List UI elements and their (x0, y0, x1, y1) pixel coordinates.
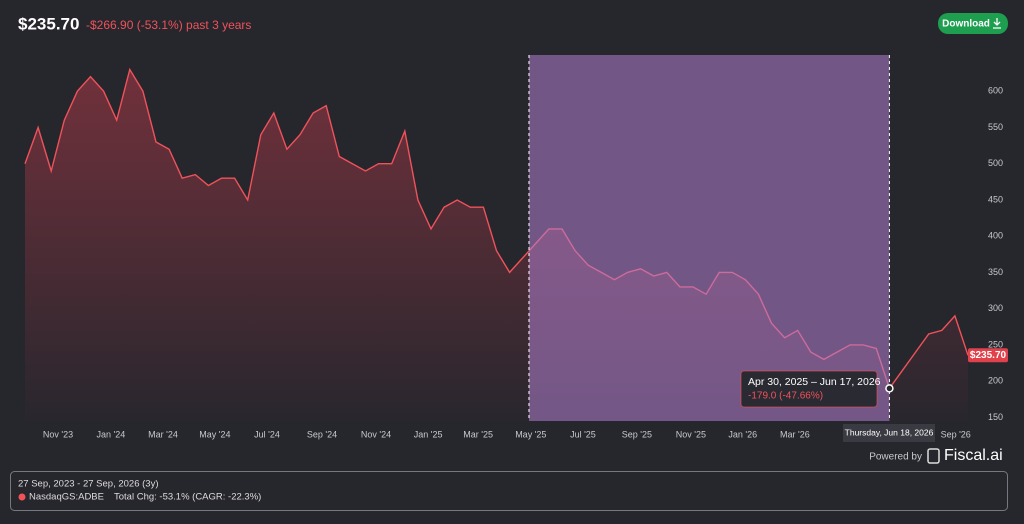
logo-icon (927, 448, 940, 464)
selection-band (528, 55, 890, 421)
x-tick-label: Mar '25 (463, 429, 493, 439)
y-tick-label: 450 (988, 194, 1003, 204)
y-tick-label: 300 (988, 303, 1003, 313)
y-tick-label: 600 (988, 86, 1003, 96)
tooltip-range: Apr 30, 2025 – Jun 17, 2026 (748, 376, 881, 388)
x-tick-label: Nov '24 (361, 429, 391, 439)
x-tick-label: Jan '26 (728, 429, 757, 439)
x-tick-label: Nov '25 (676, 429, 706, 439)
footer-box (10, 471, 1008, 511)
legend-dot (18, 493, 26, 501)
y-tick-label: 500 (988, 158, 1003, 168)
y-tick-label: 400 (988, 231, 1003, 241)
x-tick-label: Sep '26 (941, 429, 971, 439)
y-tick-label: 550 (988, 122, 1003, 132)
hover-point (885, 384, 894, 393)
x-tick-label: Jan '25 (414, 429, 443, 439)
hover-date: Thursday, Jun 18, 2026 (845, 427, 934, 437)
footer-range: 27 Sep, 2023 - 27 Sep, 2026 (3y) (18, 479, 159, 490)
x-tick-label: Mar '24 (148, 429, 178, 439)
x-tick-label: Sep '24 (307, 429, 337, 439)
x-tick-label: Jan '24 (97, 429, 126, 439)
tooltip (740, 370, 878, 408)
change: -$266.90 (-53.1%) past 3 years (86, 18, 251, 32)
download-label[interactable]: Download (942, 19, 990, 30)
x-tick-label: Nov '23 (43, 429, 73, 439)
footer-summary: Total Chg: -53.1% (CAGR: -22.3%) (114, 492, 261, 503)
footer-ticker: NasdaqGS:ADBE (29, 492, 104, 503)
x-tick-label: Jul '25 (570, 429, 596, 439)
x-tick-label: Mar '26 (780, 429, 810, 439)
x-tick-label: Sep '25 (622, 429, 652, 439)
y-tick-label: 150 (988, 412, 1003, 422)
last-price-label: $235.70 (970, 350, 1007, 361)
tooltip-change: -179.0 (-47.66%) (748, 391, 823, 402)
powered-by: Powered by (869, 452, 922, 463)
price: $235.70 (18, 14, 79, 33)
y-tick-label: 350 (988, 267, 1003, 277)
brand: Fiscal.ai (944, 447, 1003, 464)
y-tick-label: 250 (988, 339, 1003, 349)
x-tick-label: Jul '24 (254, 429, 280, 439)
download-icon[interactable] (993, 18, 1001, 29)
plot: 150 200 250 300 350 400 450 500 550 600 Nov '23 Jan… (24, 55, 1008, 442)
x-tick-label: May '25 (515, 429, 546, 439)
y-tick-label: 200 (988, 376, 1003, 386)
x-tick-label: May '24 (199, 429, 230, 439)
hover-date-box (843, 424, 935, 442)
download-button[interactable] (938, 13, 1008, 34)
last-price-badge (968, 348, 1008, 363)
